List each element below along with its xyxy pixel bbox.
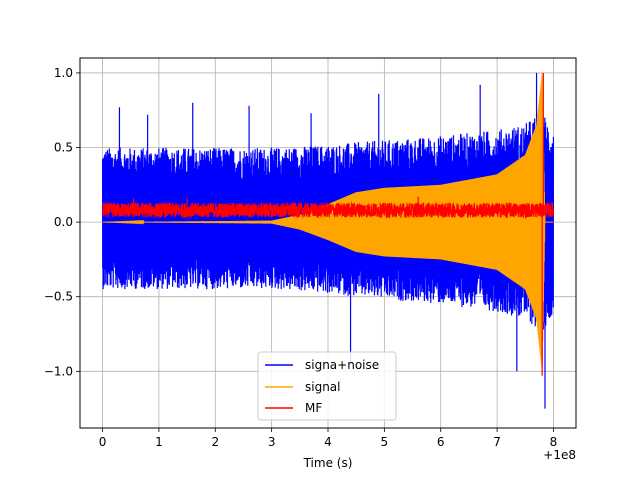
x-axis-label: Time (s) [303, 456, 353, 470]
x-tick-label: 8 [550, 435, 558, 449]
y-tick-label: 1.0 [54, 66, 73, 80]
series-mf-line [101, 72, 555, 376]
legend: signa+noise signal MF [257, 351, 397, 421]
x-tick-label: 1 [155, 435, 163, 449]
y-tick-label: −1.0 [44, 364, 73, 378]
y-tick-label: 0.5 [54, 141, 73, 155]
x-tick-label: 6 [437, 435, 445, 449]
x-tick-label: 5 [381, 435, 389, 449]
y-tick-label: −0.5 [44, 290, 73, 304]
x-tick-label: 3 [268, 435, 276, 449]
x-tick-label: 0 [99, 435, 107, 449]
legend-label-signal-noise: signa+noise [305, 358, 379, 372]
x-tick-label: 7 [493, 435, 501, 449]
x-offset-label: +1e8 [543, 448, 576, 462]
x-tick-label: 2 [211, 435, 219, 449]
legend-label-signal: signal [305, 380, 341, 394]
x-tick-label: 4 [324, 435, 332, 449]
legend-label-mf: MF [305, 401, 322, 415]
y-tick-label: 0.0 [54, 215, 73, 229]
legend-box [257, 351, 397, 421]
